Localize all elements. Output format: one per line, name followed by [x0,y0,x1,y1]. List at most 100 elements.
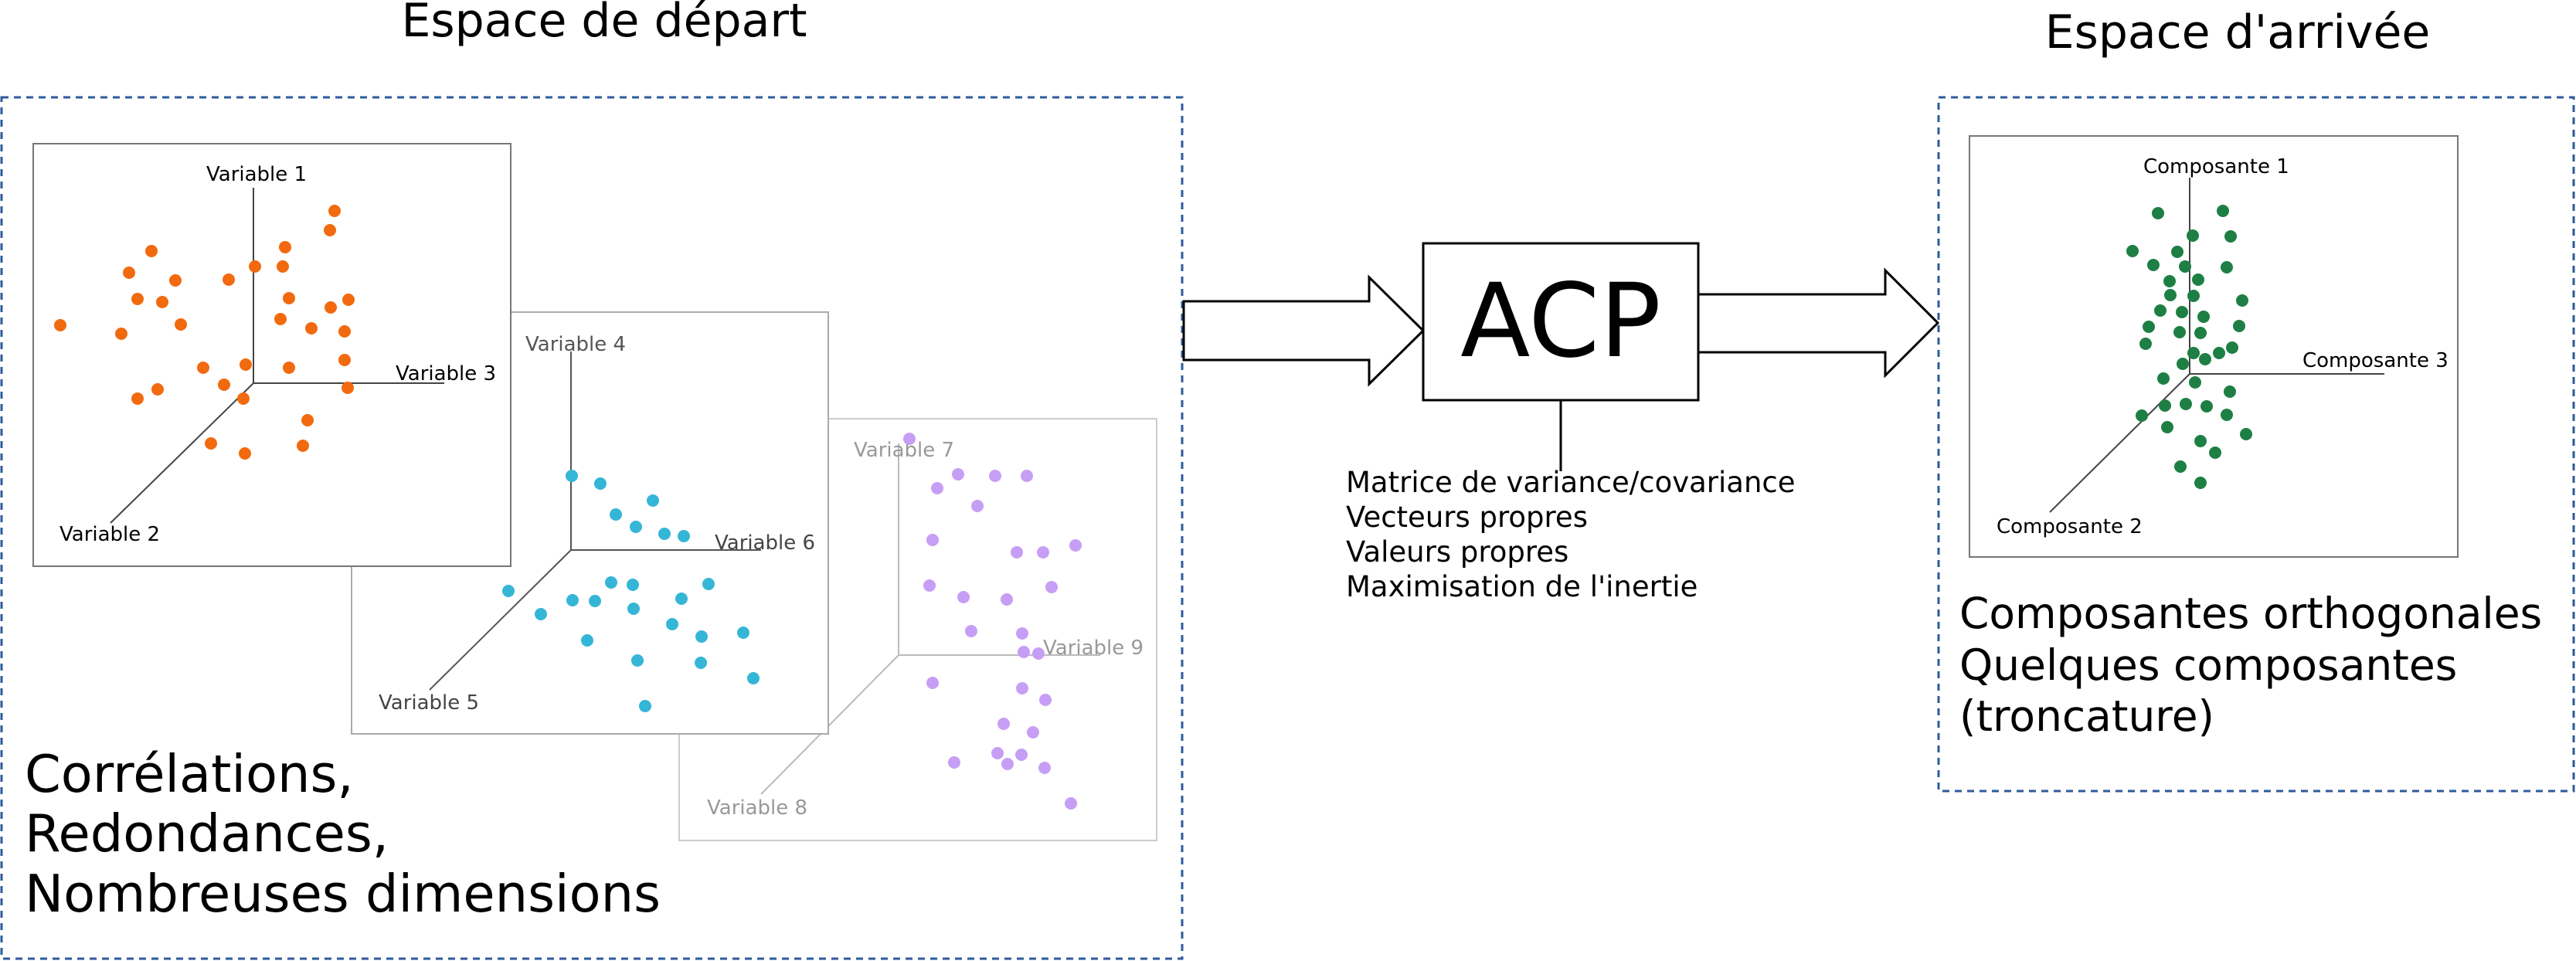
source-space-frame [0,96,1184,960]
source-space-caption-line-2: Redondances, [25,803,389,864]
axis-label-variable-8: Variable 8 [707,796,807,820]
data-point [1016,682,1028,694]
axis-variable-8 [760,654,899,795]
data-point [2213,347,2225,359]
data-point [169,274,182,287]
data-point [115,328,127,340]
data-point [965,625,977,637]
data-point [647,494,659,507]
data-point [658,528,671,540]
data-point [997,718,1010,730]
axis-variable-5 [429,549,572,691]
data-point [2209,447,2221,459]
data-point [1038,762,1051,774]
data-point [2192,273,2204,286]
data-point [151,383,164,396]
data-point [2164,289,2177,301]
axis-label-composante-2: Composante 2 [1997,515,2143,538]
data-point [2173,326,2186,338]
data-point [2152,207,2164,219]
data-point [2233,320,2245,332]
data-point [156,296,168,308]
data-point [2194,477,2207,489]
data-point [2200,400,2213,413]
data-point [2236,294,2248,307]
data-point [589,595,601,607]
data-point [2174,460,2187,473]
data-point [2180,398,2192,410]
data-point [931,482,943,494]
target-space-caption-line-1: Composantes orthogonales [1959,589,2542,638]
plot-panel [1969,135,2459,558]
axis-label-composante-3: Composante 3 [2302,349,2449,372]
data-point [239,447,251,460]
data-point [610,508,622,521]
data-point [2179,260,2191,273]
axis-label-variable-4: Variable 4 [525,333,626,356]
data-point [1001,593,1013,606]
data-point [2157,372,2170,385]
data-point [283,362,295,374]
data-point [1021,470,1033,482]
data-point [338,325,351,338]
target-space-caption-line-3: (troncature) [1959,691,2214,741]
data-point [702,578,715,590]
axis-composante-2 [2049,373,2190,513]
data-point [2199,353,2211,365]
data-point [2159,399,2171,412]
data-point [1027,726,1039,739]
data-point [145,245,158,257]
data-point [2189,376,2201,389]
data-point [1045,581,1058,593]
data-point [249,260,261,273]
data-point [594,477,607,490]
data-point [989,470,1001,482]
data-point [627,603,640,615]
data-point [923,579,936,592]
data-point [737,627,749,639]
source-space-caption-line-3: Nombreuses dimensions [25,864,661,924]
method-note-2: Vecteurs propres [1346,501,1588,534]
data-point [197,362,209,374]
data-point [1037,546,1049,559]
data-point [605,576,617,589]
data-point [54,319,66,331]
data-point [2187,290,2200,302]
data-point [2224,230,2237,243]
data-point [2177,358,2189,370]
data-point [277,260,289,273]
data-point [2226,341,2238,354]
data-point [1015,749,1028,761]
arrow-to-acp [1182,274,1426,387]
scatter-points-purple [903,433,1082,810]
source-space-title: Espace de départ [401,0,807,48]
data-point [338,354,351,366]
data-point [240,358,252,371]
data-point [2187,347,2200,359]
data-point [2147,259,2160,271]
data-point [175,318,187,331]
data-point [903,433,916,445]
data-point [581,634,593,647]
scatter-points-orange [54,205,355,460]
data-point [274,313,287,325]
axis-label-variable-7: Variable 7 [854,439,954,462]
data-point [2154,304,2166,317]
data-point [631,654,644,667]
data-point [2176,306,2188,318]
axis-label-variable-2: Variable 2 [59,523,160,546]
data-point [566,594,579,606]
data-point [324,224,336,236]
data-point [948,756,960,769]
data-point [2126,245,2139,257]
data-point [131,392,144,405]
data-point [991,747,1004,759]
data-point [1065,797,1077,810]
plot-panel [32,143,511,567]
data-point [342,294,355,306]
axis-variable-2 [110,382,254,524]
method-note-4: Maximisation de l'inertie [1346,570,1698,603]
data-point [283,292,295,304]
data-point [297,440,309,452]
